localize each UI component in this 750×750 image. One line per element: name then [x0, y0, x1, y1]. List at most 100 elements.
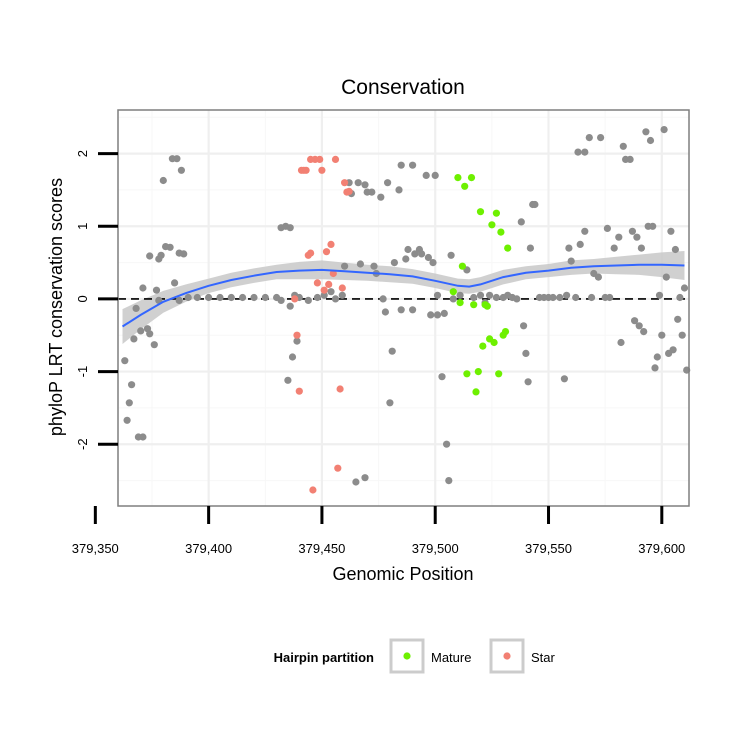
point-star-2 — [295, 387, 303, 395]
point-star-22 — [338, 284, 346, 292]
point-other-85 — [429, 259, 437, 267]
point-other-143 — [633, 233, 641, 241]
point-mature-18 — [495, 370, 503, 378]
point-other-163 — [678, 331, 686, 339]
point-other-131 — [597, 134, 605, 142]
point-other-154 — [658, 331, 666, 339]
point-mature-21 — [501, 328, 510, 336]
y-tick-label-1: -1 — [75, 366, 90, 378]
point-other-90 — [440, 309, 448, 317]
point-other-60 — [361, 474, 369, 482]
point-mature-2 — [456, 299, 464, 307]
legend-title: Hairpin partition — [274, 650, 374, 665]
point-other-128 — [588, 293, 596, 302]
point-other-159 — [669, 346, 677, 354]
point-other-147 — [642, 128, 650, 136]
point-other-107 — [520, 322, 528, 330]
point-mature-6 — [467, 174, 476, 182]
point-other-122 — [572, 293, 580, 302]
y-tick-label-0: -2 — [75, 438, 90, 450]
point-other-97 — [470, 293, 478, 302]
point-other-162 — [676, 293, 684, 302]
point-other-56 — [352, 478, 360, 486]
point-other-62 — [368, 188, 376, 196]
point-other-120 — [565, 244, 573, 252]
point-other-126 — [581, 148, 589, 156]
point-other-118 — [560, 375, 569, 383]
point-other-145 — [637, 244, 646, 252]
y-axis: -2 -1 0 1 2 — [75, 150, 118, 450]
point-other-52 — [338, 291, 346, 299]
point-other-82 — [422, 171, 430, 179]
point-other-44 — [288, 353, 297, 361]
point-other-144 — [635, 322, 643, 330]
x-tick-label-1: 379,400 — [185, 541, 232, 556]
point-other-141 — [628, 227, 637, 235]
point-mature-15 — [488, 221, 496, 229]
point-other-116 — [549, 293, 557, 302]
point-other-25 — [177, 166, 185, 174]
point-mature-0 — [449, 288, 457, 296]
point-other-13 — [150, 341, 158, 349]
point-star-15 — [322, 248, 331, 256]
point-other-35 — [261, 293, 269, 302]
point-star-16 — [325, 280, 333, 288]
point-other-76 — [404, 245, 412, 254]
x-axis-title: Genomic Position — [332, 564, 473, 584]
point-other-9 — [139, 284, 147, 292]
point-other-75 — [402, 255, 410, 263]
point-other-100 — [486, 291, 494, 299]
point-other-112 — [531, 200, 539, 209]
point-other-50 — [327, 288, 335, 296]
point-other-160 — [671, 245, 680, 254]
point-other-32 — [227, 293, 235, 302]
point-other-117 — [556, 293, 564, 302]
point-star-20 — [334, 464, 342, 472]
point-other-34 — [250, 293, 258, 302]
point-other-91 — [443, 440, 451, 448]
point-star-11 — [313, 279, 321, 287]
point-other-47 — [304, 296, 312, 304]
x-tick-label-0: 379,350 — [72, 541, 119, 556]
point-star-17 — [327, 240, 335, 248]
point-other-77 — [409, 161, 417, 169]
point-other-110 — [526, 244, 535, 252]
point-other-30 — [205, 293, 213, 302]
point-mature-8 — [472, 388, 480, 396]
point-other-49 — [320, 291, 328, 299]
point-other-133 — [603, 224, 612, 232]
point-other-101 — [492, 293, 500, 302]
point-other-137 — [617, 338, 625, 347]
point-mature-16 — [490, 338, 498, 347]
point-other-31 — [216, 293, 224, 302]
point-other-41 — [284, 376, 292, 384]
point-other-67 — [381, 308, 389, 316]
point-other-123 — [574, 148, 582, 156]
point-mature-11 — [479, 342, 487, 350]
point-other-3 — [128, 381, 136, 389]
point-other-84 — [427, 311, 435, 319]
point-mature-1 — [454, 174, 462, 182]
point-mature-7 — [470, 301, 478, 309]
point-star-8 — [307, 249, 315, 257]
point-other-95 — [456, 291, 464, 299]
point-other-53 — [341, 262, 349, 270]
point-other-1 — [123, 416, 131, 424]
point-other-161 — [674, 315, 682, 323]
point-other-8 — [137, 327, 145, 335]
point-other-65 — [377, 193, 385, 201]
point-star-12 — [316, 155, 324, 163]
point-other-74 — [397, 306, 405, 314]
smooth-curve — [121, 263, 685, 328]
point-other-150 — [649, 222, 657, 230]
point-other-146 — [640, 328, 648, 336]
point-other-119 — [563, 291, 571, 299]
point-other-12 — [146, 330, 154, 338]
point-star-9 — [309, 486, 317, 494]
point-other-59 — [361, 181, 369, 189]
point-star-13 — [318, 166, 326, 174]
smooth-line — [121, 263, 685, 328]
point-mature-17 — [492, 209, 500, 217]
point-other-22 — [171, 279, 179, 287]
point-other-155 — [660, 126, 668, 134]
